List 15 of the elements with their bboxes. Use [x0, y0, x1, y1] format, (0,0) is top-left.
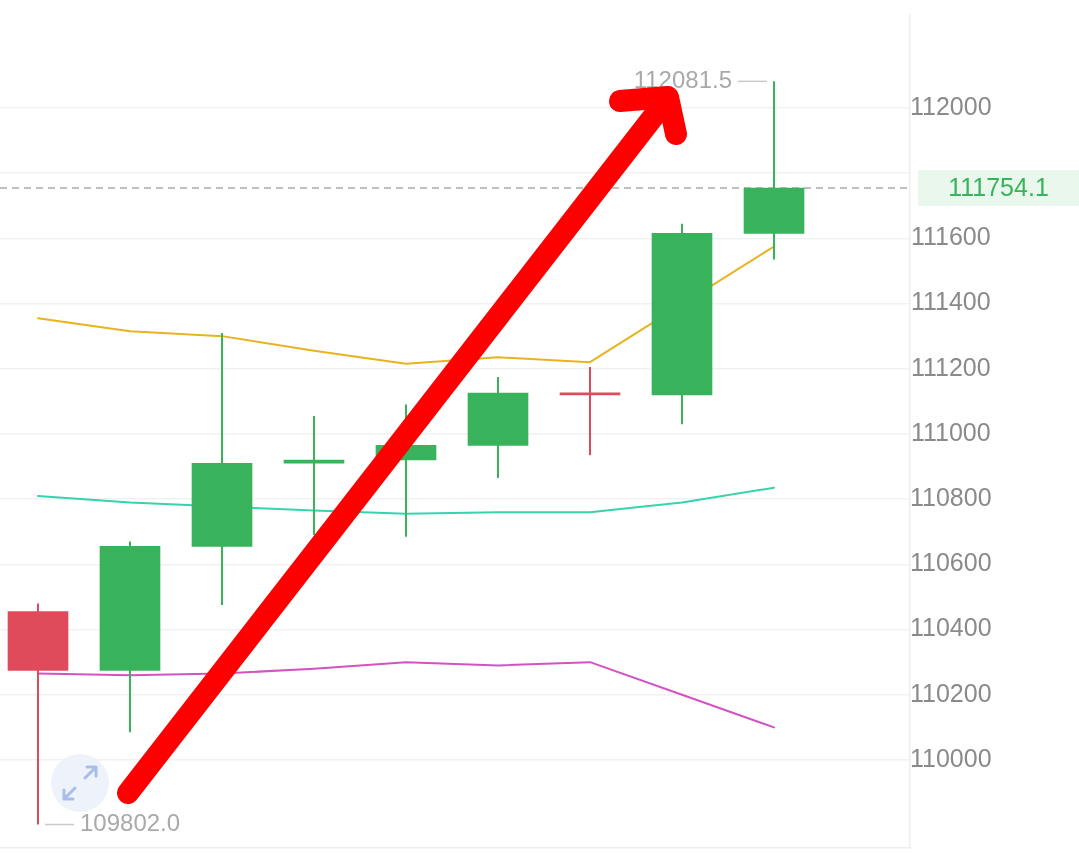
annotation: 109802.0 [80, 809, 181, 837]
y-tick-label: 112000 [909, 91, 992, 120]
annotation: 112081.5 [633, 65, 732, 93]
y-tick-label: 110000 [909, 743, 992, 772]
y-tick-label: 110600 [909, 548, 992, 577]
y-tick-label: 111200 [910, 352, 991, 381]
candlestick [559, 366, 621, 457]
y-tick-label: 110400 [909, 613, 992, 642]
y-tick-label: 110800 [909, 483, 992, 512]
candlestick [283, 415, 345, 537]
ref-line-label: 111754.1 [948, 172, 1049, 201]
y-tick-label: 111000 [910, 417, 991, 446]
y-tick-label: 110200 [909, 678, 992, 707]
y-tick-label: 111600 [910, 222, 991, 251]
y-tick-label: 111400 [910, 287, 991, 316]
